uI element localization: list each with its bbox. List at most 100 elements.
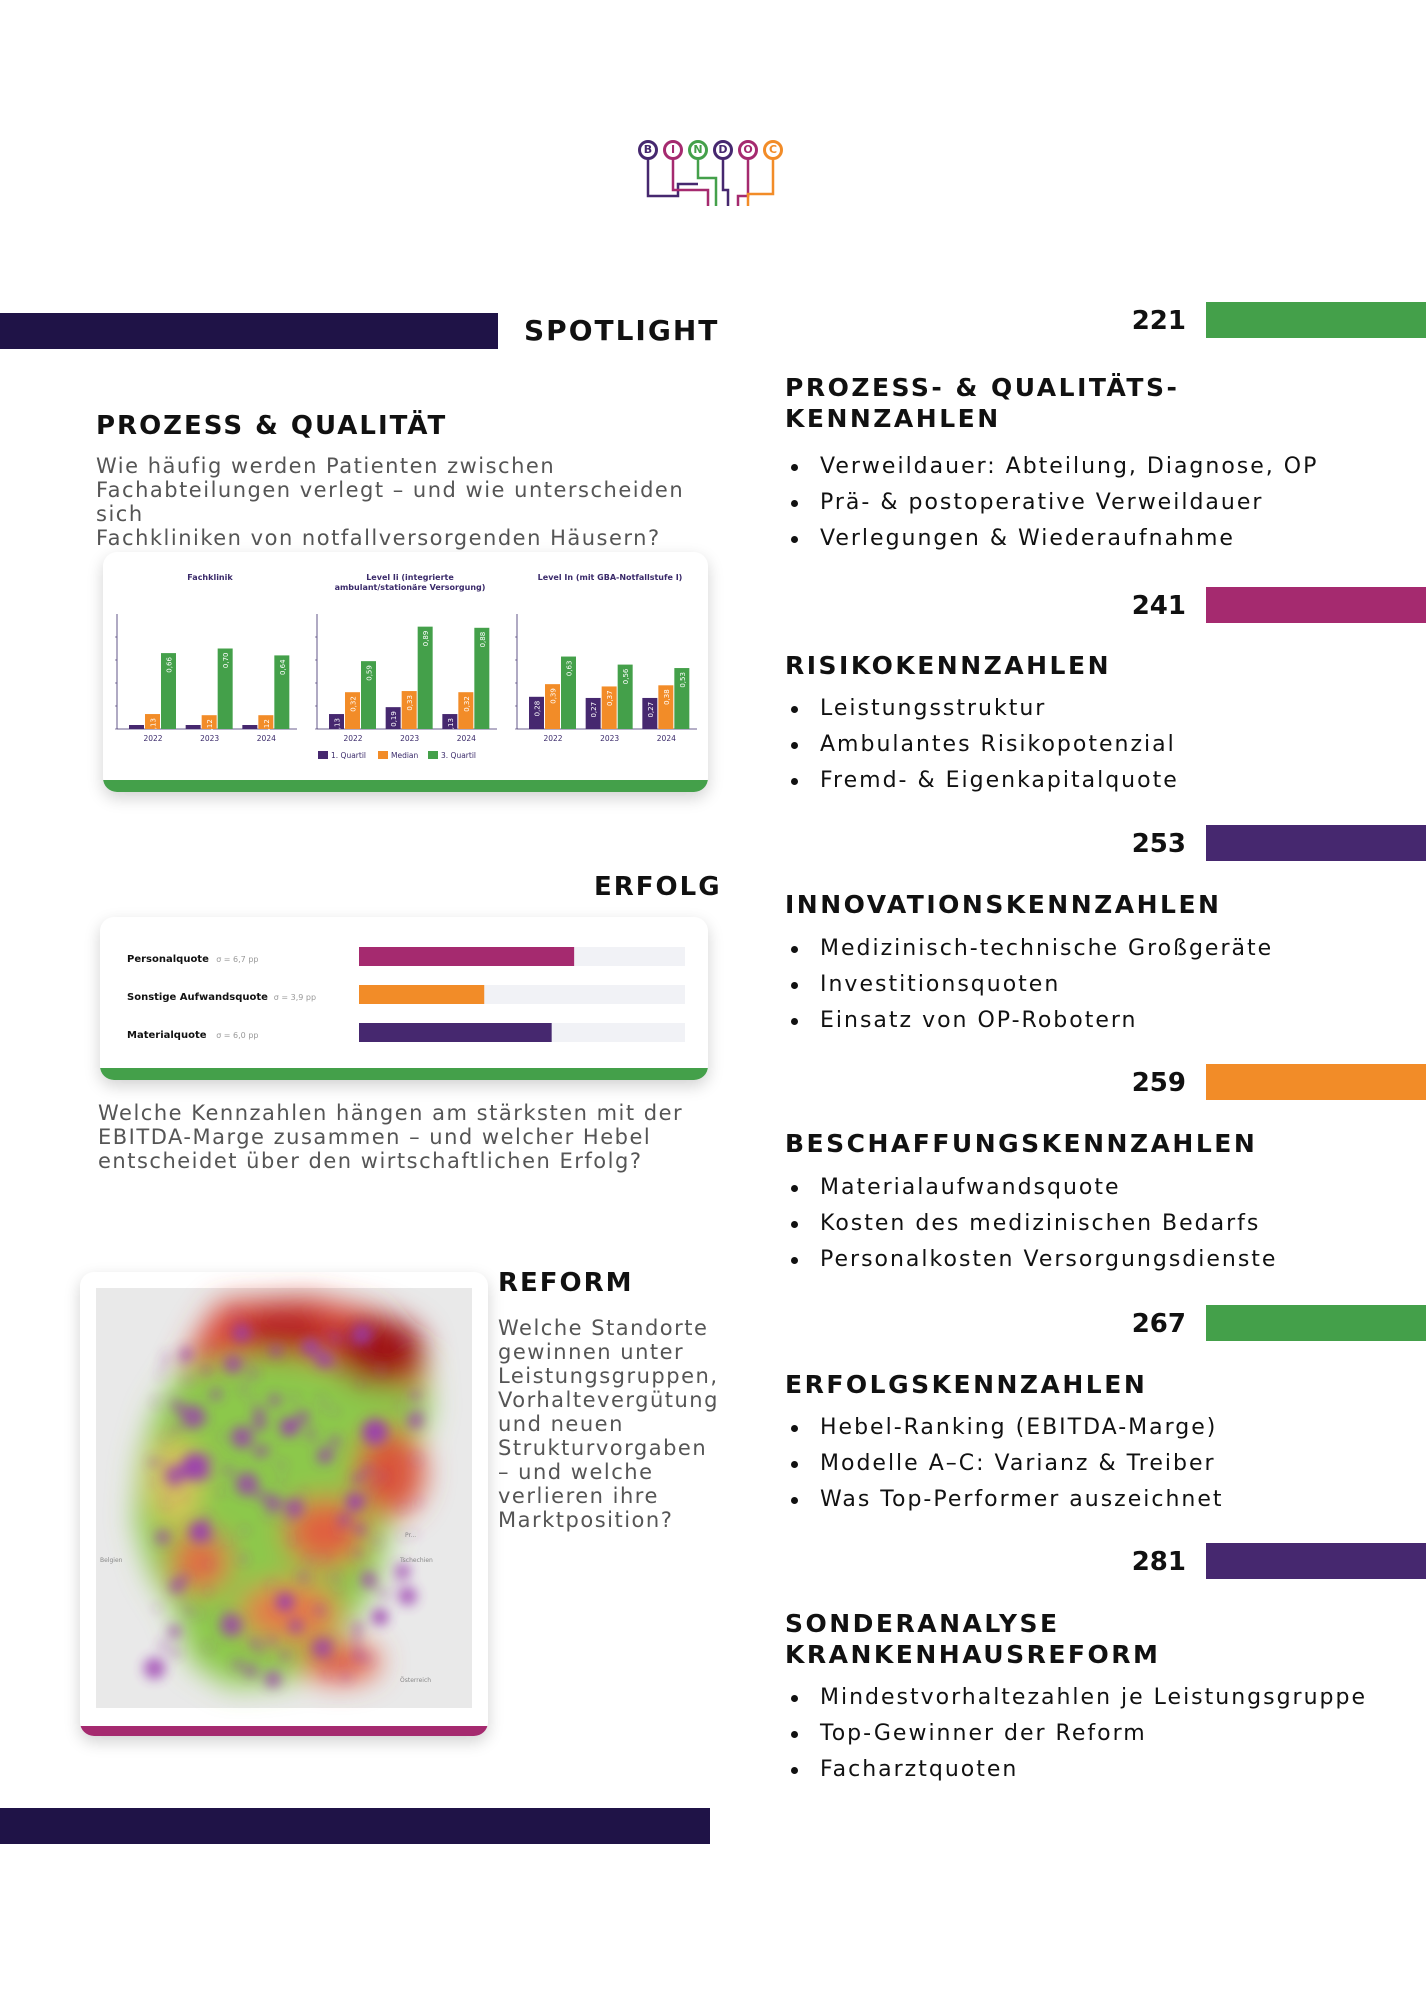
map-dot [291,1396,297,1402]
bar-value-label: 0,01 [134,729,142,745]
bullet-item: Kosten des medizinischen Bedarfs [785,1206,1277,1242]
bar [258,715,274,729]
map-dot [164,1464,186,1486]
map-dot [253,1407,265,1419]
legend-swatch [318,751,328,759]
panel-title: Level Ii (integrierte [366,573,454,582]
map-dot [320,1444,325,1449]
map-dot [372,1609,388,1625]
bullet-item: Fremd- & Eigenkapitalquote [785,763,1179,799]
map-dot [302,1339,318,1355]
map-dot [279,1478,284,1483]
bar [274,655,290,729]
bar-value-label: 0,12 [263,719,271,735]
section-title: BESCHAFFUNGSKENNZAHLEN [785,1129,1258,1158]
category-label: Personalquote [127,954,209,965]
map-dot [180,1347,193,1361]
map-dot [264,1671,282,1688]
bar [329,714,344,729]
bar-value-label: 0,12 [206,719,214,735]
map-dot [175,1426,181,1432]
map-dot [143,1657,166,1680]
bar [359,947,575,966]
logo-letter: N [688,140,708,160]
map-dot [307,1557,313,1563]
bar [217,648,233,729]
legend-swatch [378,751,388,759]
map-dot [365,1655,372,1662]
quartile-bar-chart: Fachklinik 0,01 0,13 0,66 2022 0,00 0,12 0,70 20… [115,573,697,760]
bar-value-label: 0,37 [606,690,614,706]
map-dot [268,1582,273,1587]
map-dot [172,1401,184,1413]
page-number: 267 [1131,1309,1186,1339]
bar-value-label: 0,28 [534,701,542,717]
section-color-bar [1206,302,1426,338]
map-dot [323,1404,328,1409]
map-dot [322,1555,327,1560]
map-dot [181,1365,186,1370]
bar-value-label: 0,19 [390,711,398,727]
map-dot [373,1538,380,1545]
prozess-text: Wie häufig werden Patienten zwischen Fac… [96,454,685,550]
section-title: ERFOLGSKENNZAHLEN [785,1370,1148,1399]
legend-label: 3. Quartil [441,751,476,760]
bar-value-label: 0,27 [647,702,655,718]
bar [642,697,658,729]
footer-bar [0,1808,710,1844]
map-dot [205,1588,210,1593]
map-dot [397,1403,402,1408]
bar-value-label: 0,00 [190,729,198,745]
section-title: INNOVATIONSKENNZAHLEN [785,890,1222,919]
map-dot [241,1383,246,1389]
prozess-title: PROZESS & QUALITÄT [96,411,448,441]
map-dot [336,1587,341,1592]
map-dot [250,1638,260,1648]
map-dot [330,1658,335,1663]
map-dot [315,1605,325,1615]
map-dot [413,1532,418,1537]
map-dot [378,1369,383,1374]
bar-value-label: 0,13 [334,718,342,734]
section-bullet-list: Medizinisch-technische Großgeräte Investi… [785,931,1273,1039]
sigma-annotation: σ = 3,9 pp [274,993,316,1002]
map-dot [395,1563,411,1580]
legend-swatch [428,751,438,759]
map-dot [257,1333,262,1338]
map-dot [281,1418,299,1436]
section-color-bar [1206,1543,1426,1579]
map-dot [223,1354,243,1374]
map-dot [170,1428,175,1432]
bar-value-label: 0,32 [350,696,358,712]
map-dot [280,1651,289,1660]
map-dot [172,1398,177,1404]
map-dot [358,1554,363,1559]
map-dot [337,1369,342,1373]
map-dot [318,1396,323,1401]
map-dot [206,1562,211,1567]
section-bullet-list: Mindestvorhaltezahlen je Leistungsgruppe… [785,1680,1367,1788]
map-dot [224,1466,233,1475]
bar [545,684,560,729]
legend-label: 1. Quartil [331,751,366,760]
bullet-item: Investitionsquoten [785,967,1273,1003]
map-dot [329,1639,334,1644]
map-dot [289,1522,294,1527]
reform-map-card: Belgien Tschechien Pr... Österreich [80,1272,488,1736]
map-dot [269,1394,281,1406]
reform-title: REFORM [498,1268,634,1298]
map-dot [233,1310,238,1315]
section-color-bar [1206,1064,1426,1100]
map-dot [364,1495,370,1501]
map-dot [314,1350,333,1368]
map-dot [219,1490,224,1495]
section-bullet-list: Leistungsstruktur Ambulantes Risikopotenz… [785,691,1179,799]
map-dot [271,1637,276,1642]
map-dot [401,1533,406,1538]
map-dot [342,1673,349,1681]
map-dot [149,1458,158,1467]
map-dot [202,1366,211,1375]
bar [129,725,144,729]
page-number: 241 [1131,591,1186,621]
map-dot [168,1625,181,1638]
